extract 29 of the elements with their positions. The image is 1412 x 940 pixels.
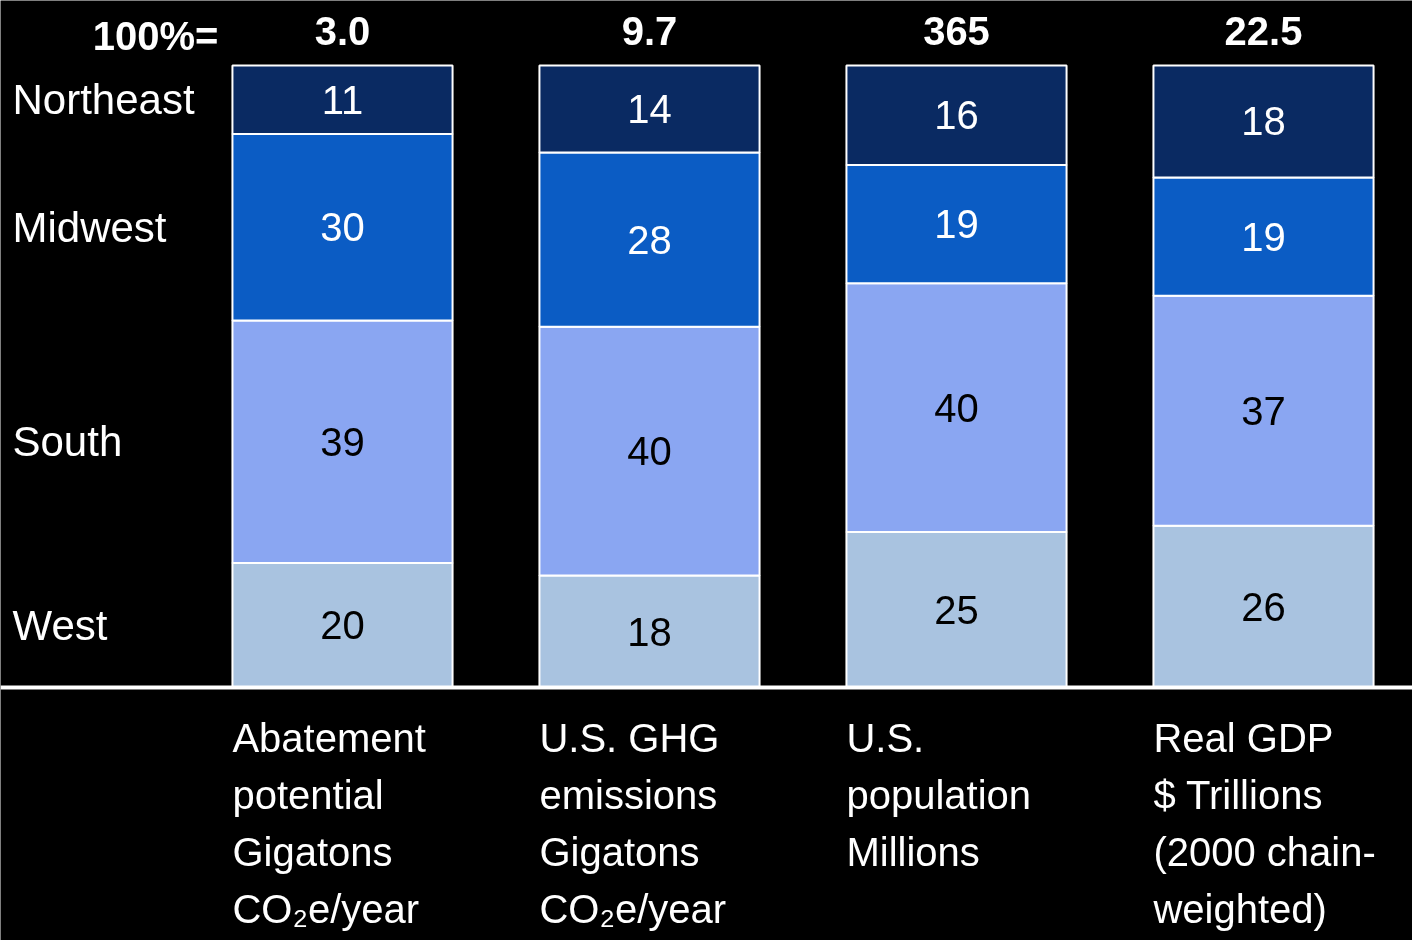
data-label: 20 xyxy=(320,603,365,648)
data-label: 40 xyxy=(934,385,979,430)
text: 9.7 xyxy=(621,8,678,53)
x-tick-label: Abatement potential Gigatons CO₂e/year xyxy=(232,715,426,932)
data-label: 30 xyxy=(320,205,365,250)
text: West xyxy=(12,601,108,649)
data-label: 40 xyxy=(627,429,672,474)
text: 3.0 xyxy=(314,8,371,53)
x-tick-label: U.S. GHG emissions Gigatons CO₂e/year xyxy=(539,715,727,932)
data-label: 16 xyxy=(934,93,979,138)
data-label: 18 xyxy=(1241,99,1286,144)
x-tick-label: U.S. population Millions xyxy=(846,715,1032,874)
data-label: 14 xyxy=(627,87,672,132)
x-tick-label: Real GDP $ Trillions (2000 chain- weighted) xyxy=(1152,715,1376,932)
data-label: 19 xyxy=(934,202,979,247)
series-label: Northeast xyxy=(12,76,195,124)
text: South xyxy=(12,418,123,466)
data-label: 26 xyxy=(1241,584,1286,629)
data-label: 28 xyxy=(627,217,672,262)
text: 100%= xyxy=(92,13,219,58)
data-label: 39 xyxy=(320,419,365,464)
text: 22.5 xyxy=(1224,8,1303,53)
data-label: 18 xyxy=(627,609,672,654)
data-label: 37 xyxy=(1241,388,1286,433)
series-label: Midwest xyxy=(12,203,167,251)
data-label: 25 xyxy=(934,587,979,632)
data-label: 19 xyxy=(1241,214,1286,259)
data-label: 11 xyxy=(321,77,364,122)
text: 365 xyxy=(923,8,990,53)
